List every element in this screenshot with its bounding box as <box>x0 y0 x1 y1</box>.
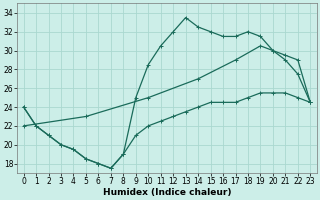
X-axis label: Humidex (Indice chaleur): Humidex (Indice chaleur) <box>103 188 231 197</box>
